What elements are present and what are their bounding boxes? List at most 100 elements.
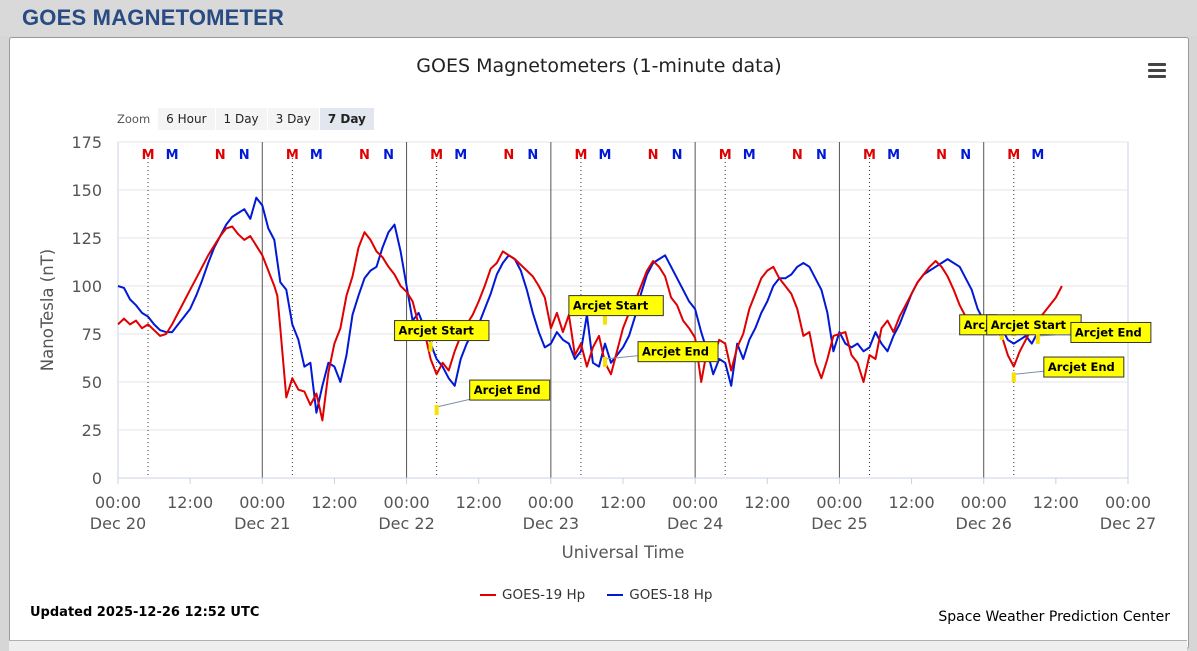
zoom-controls: Zoom 6 Hour 1 Day 3 Day 7 Day <box>117 107 375 131</box>
x-tick-date-label: Dec 23 <box>523 514 579 533</box>
noon-midnight-marker: M <box>1031 148 1044 163</box>
noon-midnight-marker: M <box>1007 148 1020 163</box>
annotation-target-marker <box>602 356 607 367</box>
arcjet-annotation-label: Arcjet Start <box>399 324 475 338</box>
x-tick-time-label: 12:00 <box>600 493 646 512</box>
y-tick-label: 50 <box>82 373 102 392</box>
x-tick-date-label: Dec 25 <box>811 514 867 533</box>
y-tick-label: 100 <box>71 277 102 296</box>
arcjet-annotation-label: Arcjet End <box>1075 325 1142 339</box>
y-tick-label: 125 <box>71 229 102 248</box>
x-tick-date-label: Dec 20 <box>90 514 146 533</box>
y-tick-label: 175 <box>71 133 102 152</box>
legend-label-goes19: GOES-19 Hp <box>502 587 586 603</box>
noon-midnight-marker: N <box>960 148 971 163</box>
x-tick-time-label: 12:00 <box>744 493 790 512</box>
arcjet-annotation-label: Arcj <box>964 318 989 332</box>
credit-text: Space Weather Prediction Center <box>938 609 1170 625</box>
noon-midnight-marker: M <box>454 148 467 163</box>
noon-midnight-marker: N <box>527 148 538 163</box>
y-tick-label: 25 <box>82 421 102 440</box>
x-tick-date-label: Dec 21 <box>234 514 290 533</box>
legend-item-goes19[interactable]: GOES-19 Hp <box>480 587 585 603</box>
arcjet-annotation-label: Arcjet Start <box>573 299 649 313</box>
noon-midnight-marker: N <box>359 148 370 163</box>
x-tick-date-label: Dec 24 <box>667 514 723 533</box>
noon-midnight-marker: N <box>816 148 827 163</box>
x-tick-time-label: 12:00 <box>311 493 357 512</box>
arcjet-annotation-label: Arcjet Start <box>991 318 1067 332</box>
arcjet-annotation-label: Arcjet End <box>642 345 709 359</box>
page-heading: GOES MAGNETOMETER <box>22 5 285 30</box>
chart-legend: GOES-19 Hp GOES-18 Hp <box>480 587 735 603</box>
noon-midnight-marker: M <box>863 148 876 163</box>
zoom-label: Zoom <box>117 112 151 126</box>
noon-midnight-marker: M <box>598 148 611 163</box>
x-tick-date-label: Dec 26 <box>956 514 1012 533</box>
hamburger-menu-icon[interactable] <box>1148 63 1166 79</box>
x-tick-time-label: 00:00 <box>239 493 285 512</box>
x-tick-time-label: 12:00 <box>167 493 213 512</box>
noon-midnight-marker: N <box>936 148 947 163</box>
noon-midnight-marker: M <box>574 148 587 163</box>
legend-item-goes18[interactable]: GOES-18 Hp <box>607 587 713 603</box>
x-tick-time-label: 00:00 <box>384 493 430 512</box>
arcjet-annotation-box <box>1070 321 1152 343</box>
annotation-target-marker <box>1035 333 1040 344</box>
x-tick-time-label: 00:00 <box>672 493 718 512</box>
noon-midnight-marker: M <box>286 148 299 163</box>
noon-midnight-marker: M <box>430 148 443 163</box>
y-tick-label: 0 <box>92 469 102 488</box>
x-tick-date-label: Dec 22 <box>378 514 434 533</box>
noon-midnight-marker: M <box>310 148 323 163</box>
noon-midnight-marker: N <box>215 148 226 163</box>
y-tick-label: 150 <box>71 181 102 200</box>
x-tick-time-label: 12:00 <box>889 493 935 512</box>
noon-midnight-marker: N <box>239 148 250 163</box>
zoom-6-hour-button[interactable]: 6 Hour <box>158 108 215 130</box>
chart-panel: GOES Magnetometers (1-minute data) Zoom … <box>9 37 1189 649</box>
arcjet-annotation-box <box>394 320 490 342</box>
noon-midnight-marker: N <box>792 148 803 163</box>
noon-midnight-marker: M <box>166 148 179 163</box>
noon-midnight-marker: M <box>887 148 900 163</box>
noon-midnight-marker: N <box>503 148 514 163</box>
zoom-3-day-button[interactable]: 3 Day <box>267 108 319 130</box>
arcjet-annotation-label: Arcjet End <box>1048 360 1115 374</box>
legend-label-goes18: GOES-18 Hp <box>629 587 713 603</box>
chart-title: GOES Magnetometers (1-minute data) <box>416 55 782 77</box>
arcjet-annotation-box <box>469 379 551 401</box>
arcjet-annotation-box <box>1043 356 1125 378</box>
legend-swatch-goes18 <box>607 594 624 596</box>
legend-swatch-goes19 <box>480 594 496 596</box>
x-tick-time-label: 12:00 <box>456 493 502 512</box>
noon-midnight-marker: M <box>743 148 756 163</box>
arcjet-annotation-box <box>568 295 664 317</box>
bottom-strip <box>9 640 1187 651</box>
y-tick-label: 75 <box>82 325 102 344</box>
y-axis-title: NanoTesla (nT) <box>38 249 57 371</box>
x-tick-date-label: Dec 27 <box>1100 514 1156 533</box>
zoom-7-day-button[interactable]: 7 Day <box>319 108 374 130</box>
arcjet-annotation-label: Arcjet End <box>474 383 541 397</box>
goes19-series-line <box>117 225 1063 422</box>
x-axis-title: Universal Time <box>562 543 685 562</box>
goes18-series-line <box>117 196 1045 414</box>
annotation-target-marker <box>434 404 439 415</box>
annotation-target-marker <box>428 341 433 352</box>
noon-midnight-marker: M <box>719 148 732 163</box>
annotation-target-marker <box>602 314 607 325</box>
x-tick-time-label: 00:00 <box>816 493 862 512</box>
arcjet-annotation-box <box>637 341 719 363</box>
x-tick-time-label: 12:00 <box>1033 493 1079 512</box>
noon-midnight-marker: N <box>648 148 659 163</box>
noon-midnight-marker: N <box>672 148 683 163</box>
annotation-target-marker <box>1011 372 1016 383</box>
page-header: GOES MAGNETOMETER <box>0 0 1197 36</box>
x-tick-time-label: 00:00 <box>1105 493 1151 512</box>
updated-timestamp: Updated 2025-12-26 12:52 UTC <box>30 605 260 620</box>
zoom-1-day-button[interactable]: 1 Day <box>215 108 267 130</box>
x-tick-time-label: 00:00 <box>95 493 141 512</box>
noon-midnight-marker: M <box>142 148 155 163</box>
